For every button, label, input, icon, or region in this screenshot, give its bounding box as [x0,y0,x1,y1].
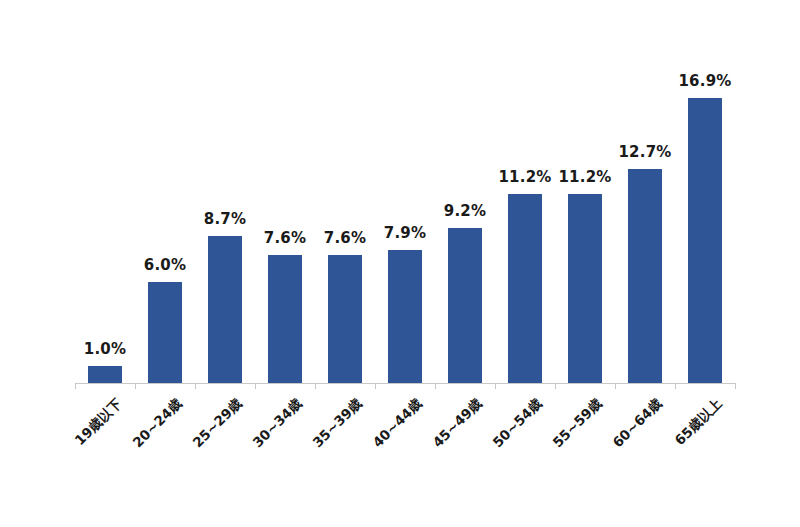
x-axis-tick [75,383,76,389]
category-label: 20~24歳 [129,395,186,452]
bar [628,169,662,383]
value-label: 12.7% [600,143,690,161]
x-axis-tick [375,383,376,389]
value-label: 1.0% [60,340,150,358]
x-axis-tick [555,383,556,389]
bar [448,228,482,383]
value-label: 7.9% [360,224,450,242]
category-label: 65歳以上 [671,395,726,450]
x-axis-tick [615,383,616,389]
category-label: 60~64歳 [609,395,666,452]
x-axis-tick [735,383,736,389]
x-axis-tick [195,383,196,389]
x-axis-tick [435,383,436,389]
bar-chart: 1.0%6.0%8.7%7.6%7.6%7.9%9.2%11.2%11.2%12… [0,0,800,527]
category-label: 30~34歳 [249,395,306,452]
category-label: 19歳以下 [71,395,126,450]
value-label: 8.7% [180,210,270,228]
x-axis-tick [675,383,676,389]
bar [568,194,602,383]
x-axis-line [75,383,735,384]
value-label: 16.9% [660,72,750,90]
bar [388,250,422,383]
value-label: 6.0% [120,256,210,274]
category-label: 45~49歳 [429,395,486,452]
x-axis-tick [315,383,316,389]
x-axis-tick [135,383,136,389]
bar [148,282,182,383]
bar [328,255,362,383]
bar [268,255,302,383]
value-label: 9.2% [420,202,510,220]
category-label: 55~59歳 [549,395,606,452]
x-axis-tick [495,383,496,389]
bar [688,98,722,383]
bar [208,236,242,383]
category-label: 40~44歳 [369,395,426,452]
bar [88,366,122,383]
x-axis-tick [255,383,256,389]
bar [508,194,542,383]
category-label: 50~54歳 [489,395,546,452]
category-label: 35~39歳 [309,395,366,452]
value-label: 11.2% [540,168,630,186]
category-label: 25~29歳 [189,395,246,452]
